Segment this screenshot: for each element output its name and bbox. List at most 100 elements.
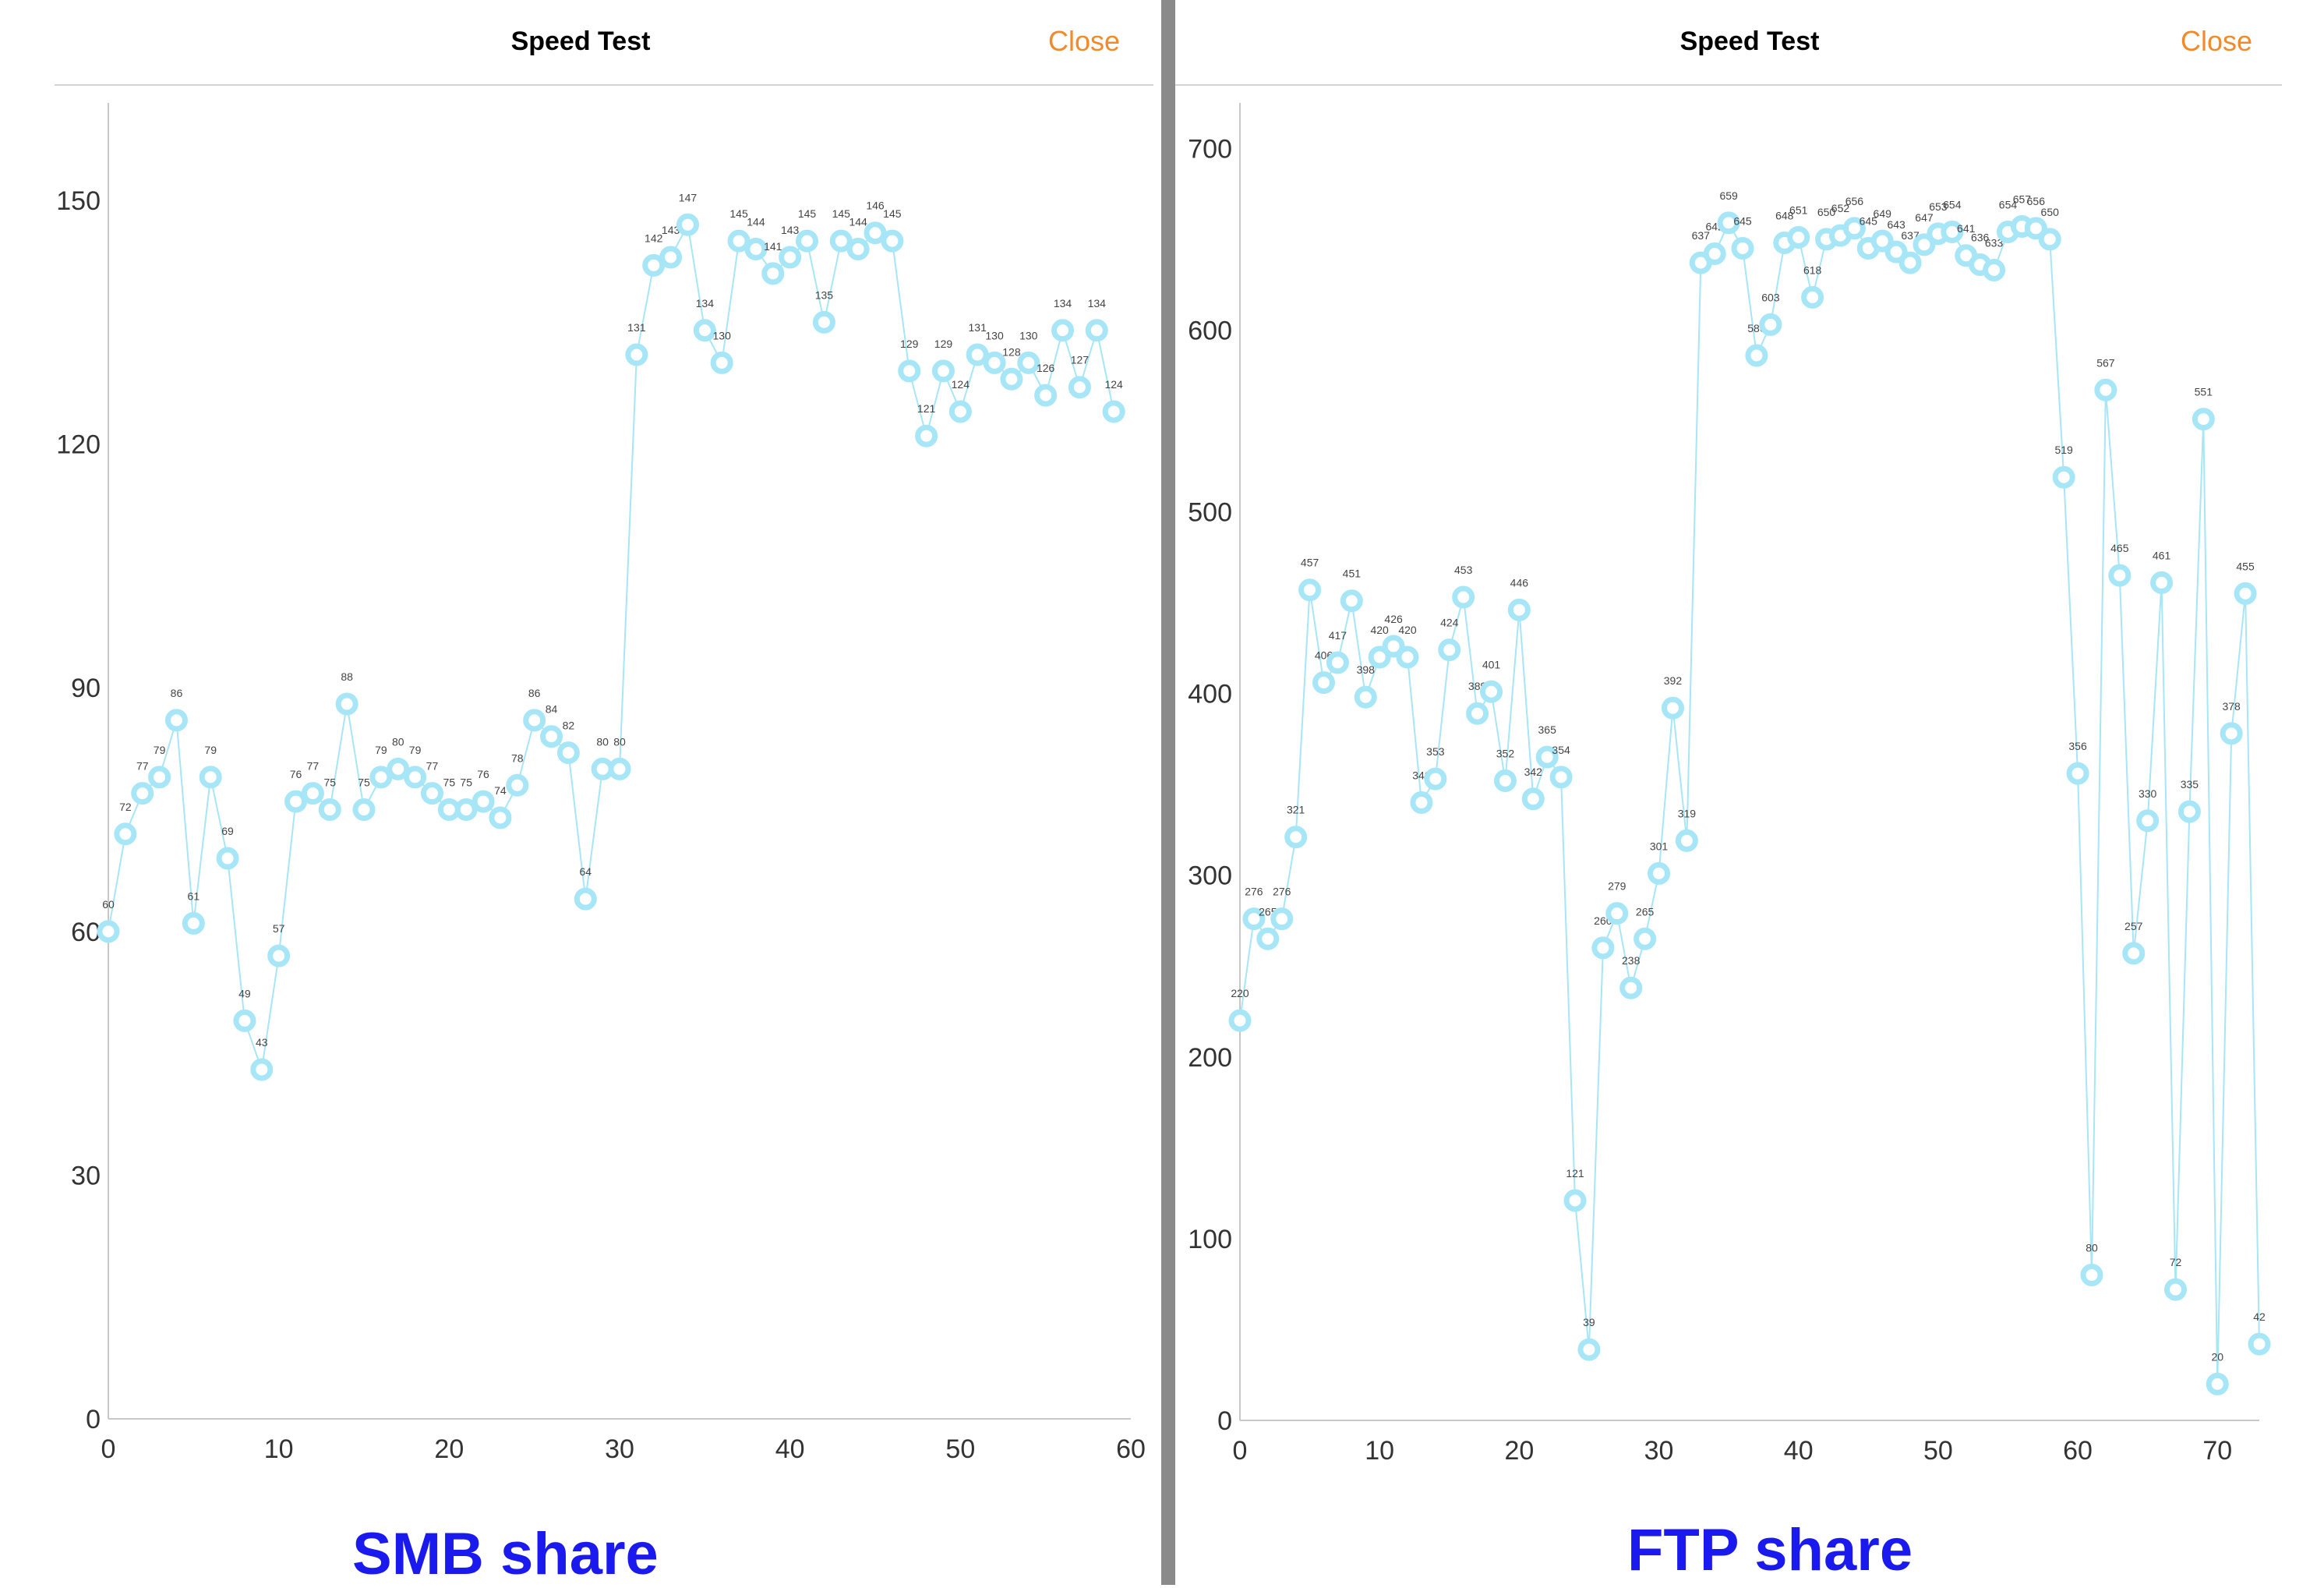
ftp-data-label: 319 (1678, 807, 1697, 819)
ftp-data-point (1466, 702, 1489, 725)
ftp-data-point (2066, 762, 2089, 785)
ftp-y-tick-label: 400 (1188, 680, 1232, 709)
ftp-data-label: 519 (2054, 444, 2073, 456)
ftp-data-point (1898, 251, 1922, 274)
ftp-caption: FTP share (1627, 1517, 1913, 1583)
ftp-data-label: 321 (1287, 804, 1305, 816)
smb-header: Speed Test Close (0, 0, 1161, 86)
smb-data-point (318, 798, 341, 822)
ftp-data-point (1354, 685, 1377, 709)
ftp-data-label: 378 (2222, 700, 2241, 713)
smb-data-label: 43 (256, 1036, 268, 1049)
smb-data-point (812, 310, 835, 334)
ftp-data-point (1284, 826, 1308, 849)
ftp-data-label: 276 (1245, 886, 1263, 898)
smb-data-point (881, 229, 904, 253)
smb-data-point (164, 709, 188, 732)
smb-data-label: 79 (154, 744, 166, 756)
ftp-data-point (1577, 1338, 1601, 1361)
ftp-data-point (1424, 767, 1447, 790)
ftp-panel: Speed Test Close 0 100 200 300 400 500 600 700 0… (1175, 0, 2324, 1585)
smb-data-point (284, 790, 308, 813)
ftp-data-point (1913, 233, 1936, 256)
ftp-data-label: 647 (1915, 211, 1934, 224)
smb-data-point (574, 887, 597, 911)
ftp-data-point (1884, 240, 1908, 263)
smb-data-label: 69 (221, 825, 234, 837)
smb-data-point (267, 944, 291, 967)
ftp-data-point (1228, 1009, 1252, 1032)
ftp-data-point (1438, 638, 1461, 662)
smb-data-label: 60 (102, 898, 115, 911)
smb-data-point (199, 766, 222, 789)
ftp-data-label: 618 (1803, 263, 1822, 276)
ftp-data-point (2163, 1278, 2187, 1301)
smb-data-point (182, 911, 205, 935)
ftp-data-label: 257 (2124, 920, 2143, 932)
smb-data-point (829, 229, 853, 253)
smb-data-point (420, 782, 443, 805)
smb-data-label: 79 (409, 744, 422, 756)
ftp-data-label: 401 (1482, 658, 1501, 670)
smb-data-label: 61 (188, 889, 200, 902)
ftp-data-point (1368, 645, 1391, 669)
smb-data-point (1000, 367, 1023, 391)
smb-data-point (131, 782, 154, 805)
ftp-series-line (1239, 221, 2260, 1385)
ftp-data-point (2108, 564, 2132, 587)
ftp-data-point (1717, 211, 1740, 235)
smb-data-point (796, 229, 819, 253)
ftp-data-point (2220, 722, 2243, 745)
ftp-data-point (1507, 598, 1531, 621)
smb-x-tick-label: 10 (264, 1434, 294, 1464)
ftp-data-label: 420 (1370, 624, 1389, 636)
smb-data-label: 84 (546, 703, 558, 716)
smb-data-label: 75 (443, 776, 456, 789)
smb-data-label: 80 (613, 735, 626, 748)
smb-y-tick-label: 120 (56, 430, 101, 460)
smb-data-label: 129 (934, 338, 953, 350)
ftp-data-label: 279 (1608, 880, 1626, 893)
ftp-data-label: 365 (1538, 723, 1557, 736)
panel-divider (1161, 0, 1175, 1585)
ftp-data-label: 641 (1957, 222, 1976, 235)
ftp-data-label: 650 (1817, 206, 1836, 218)
smb-data-label: 134 (696, 297, 715, 309)
ftp-data-label: 653 (1929, 200, 1948, 213)
ftp-data-label: 265 (1636, 905, 1655, 918)
ftp-y-tick-label: 200 (1188, 1043, 1232, 1073)
smb-data-point (472, 790, 495, 813)
smb-data-label: 130 (1019, 329, 1038, 341)
ftp-y-tick-label: 0 (1217, 1406, 1232, 1436)
ftp-data-label: 650 (2041, 206, 2060, 218)
ftp-data-label: 42 (2253, 1310, 2266, 1323)
smb-y-tick-label: 30 (71, 1161, 101, 1190)
ftp-y-tick-label: 500 (1188, 497, 1232, 527)
smb-header-title: Speed Test (510, 27, 651, 56)
smb-data-point (1085, 319, 1108, 342)
smb-data-label: 75 (460, 776, 472, 789)
smb-data-label: 78 (511, 752, 524, 764)
smb-data-point (454, 798, 478, 822)
smb-series-line (108, 222, 1115, 1070)
ftp-data-label: 392 (1664, 674, 1683, 687)
smb-data-point (506, 773, 529, 797)
ftp-data-label: 643 (1887, 218, 1905, 231)
smb-data-label: 86 (528, 687, 541, 699)
ftp-data-point (2024, 217, 2047, 240)
ftp-data-label: 636 (1971, 231, 1990, 243)
smb-data-label: 146 (866, 200, 885, 212)
smb-close-button[interactable]: Close (1048, 25, 1121, 57)
smb-data-label: 144 (849, 216, 867, 228)
smb-data-point (1017, 351, 1040, 374)
ftp-data-label: 645 (1860, 214, 1878, 227)
smb-data-label: 127 (1071, 354, 1090, 366)
ftp-data-label: 220 (1231, 987, 1249, 999)
ftp-data-label: 645 (1733, 214, 1752, 227)
smb-data-point (1102, 400, 1125, 423)
smb-data-point (1051, 319, 1075, 342)
ftp-close-button[interactable]: Close (2181, 25, 2253, 57)
ftp-data-point (1941, 221, 1964, 244)
ftp-data-point (1382, 635, 1405, 658)
ftp-data-point (1591, 936, 1615, 960)
